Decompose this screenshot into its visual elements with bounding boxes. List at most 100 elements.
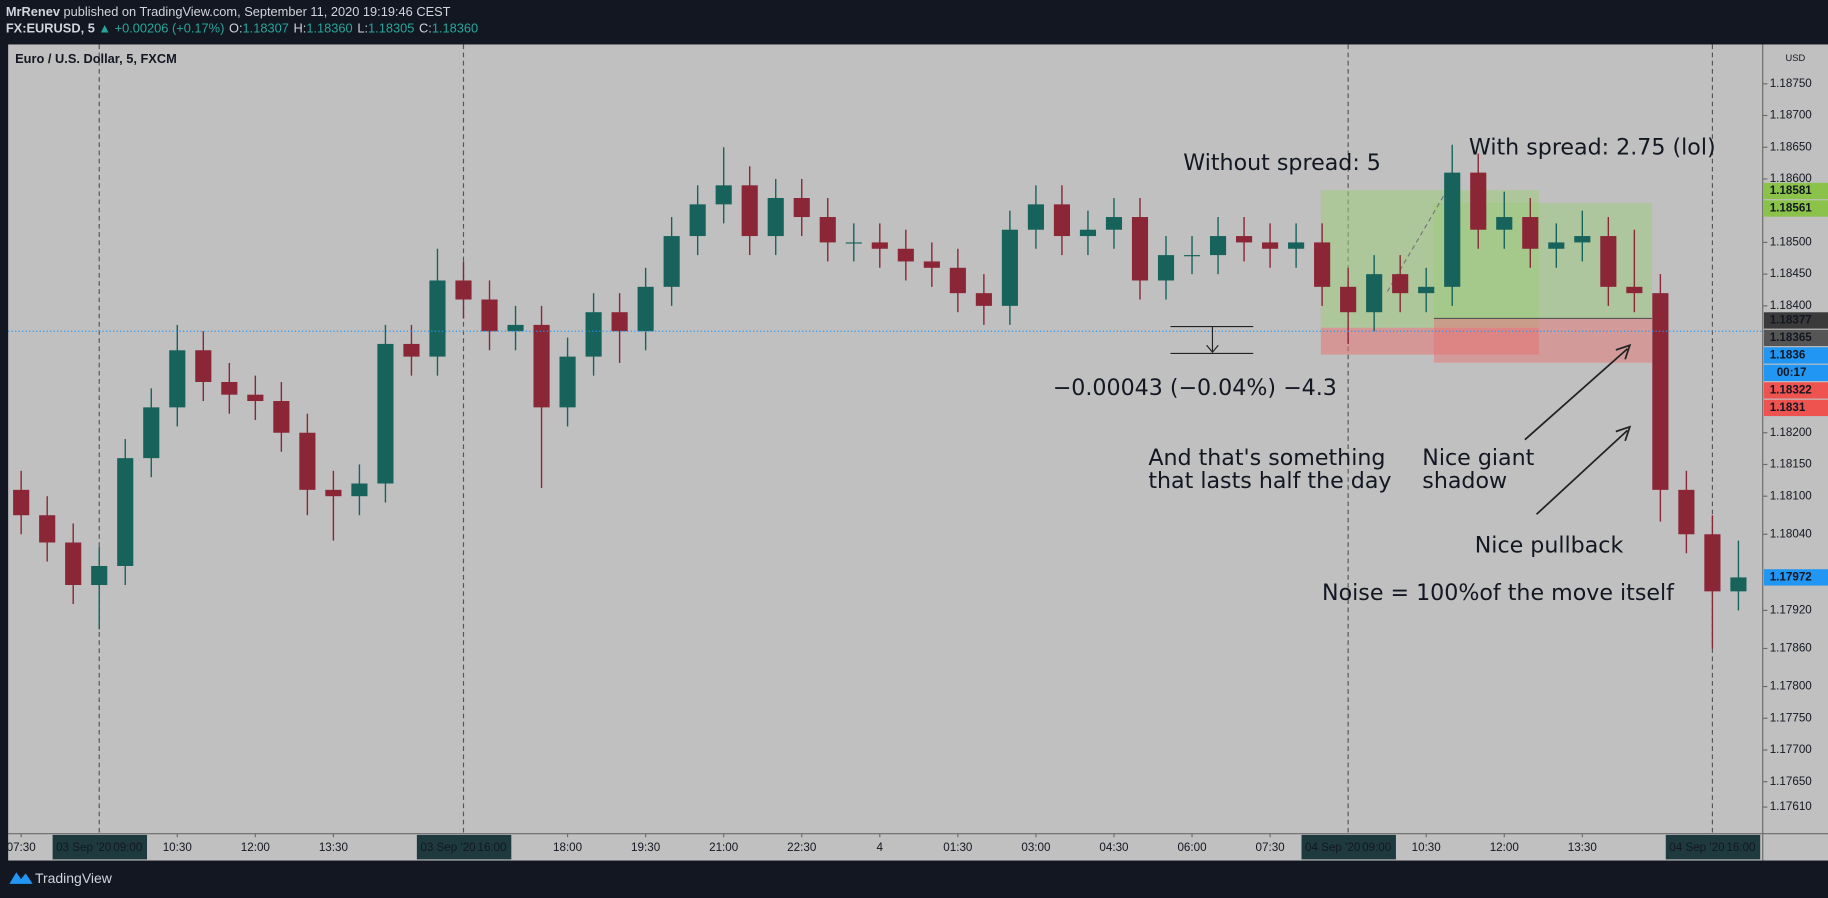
candle-body: [975, 293, 992, 306]
candle-body: [559, 356, 576, 408]
session-tick-date: 04 Sep '20: [1305, 841, 1361, 854]
x-tick-label: 10:30: [163, 841, 193, 854]
x-tick-label: 07:30: [1256, 841, 1286, 854]
session-tick-time: 09:00: [113, 841, 143, 854]
candle-body: [1236, 236, 1253, 243]
candle-body: [897, 248, 914, 262]
candle-body: [793, 197, 810, 218]
price-label: 1.18377: [1770, 314, 1812, 327]
candle-body: [1574, 236, 1591, 243]
candle-body: [169, 350, 186, 408]
candle-body: [819, 217, 836, 243]
candle-body: [637, 286, 654, 332]
candle-body: [1105, 217, 1123, 230]
price-label: 1.1836: [1770, 349, 1806, 362]
annotation: With spread: 2.75 (lol): [1469, 135, 1716, 161]
y-tick-label: 1.18500: [1770, 235, 1813, 248]
candle-body: [923, 261, 940, 268]
candle-body: [1366, 274, 1383, 313]
candle-body: [1262, 242, 1279, 249]
x-tick-label: 19:30: [631, 841, 661, 854]
y-tick-label: 1.18400: [1770, 299, 1813, 312]
price-label-box: [1763, 382, 1828, 399]
candle-body: [1027, 204, 1044, 230]
candle-body: [1157, 255, 1175, 281]
annotation: Noise = 100%of the move itself: [1322, 580, 1675, 606]
change: ▲ +0.00206 (+0.17%): [98, 21, 224, 36]
chart-title: Euro / U.S. Dollar, 5, FXCM: [15, 51, 177, 66]
x-tick-label: 01:30: [943, 841, 973, 854]
ohlc-value: 1.18360: [306, 21, 352, 36]
candle-body: [143, 407, 160, 459]
price-label-box: [1763, 312, 1828, 329]
annotation: that lasts half the day: [1148, 468, 1391, 494]
x-tick-label: 22:30: [787, 841, 817, 854]
author: MrRenev: [6, 4, 61, 19]
candle-body: [663, 236, 680, 287]
candle-body: [507, 324, 524, 332]
header-line: MrRenev published on TradingView.com, Se…: [6, 4, 451, 19]
x-tick-label: 21:00: [709, 841, 739, 854]
price-label: 1.18365: [1770, 331, 1813, 344]
price-label-box: [1763, 329, 1828, 347]
brand: TradingView: [35, 870, 113, 886]
candle-body: [1626, 286, 1643, 294]
session-tick-box: [52, 834, 148, 860]
y-tick-label: 1.18650: [1770, 140, 1813, 153]
candle-body: [1209, 236, 1227, 256]
candle-body: [611, 312, 628, 332]
candle-body: [1288, 242, 1305, 249]
x-tick-label: 07:30: [7, 841, 37, 854]
candle-body: [39, 515, 56, 543]
x-tick-label: 03:00: [1021, 841, 1051, 854]
ohlc-key: L:: [357, 21, 368, 36]
candle-body: [13, 489, 30, 516]
candle-body: [351, 483, 368, 497]
countdown-box: [1763, 364, 1828, 382]
session-tick-time: 16:00: [1726, 841, 1756, 854]
price-label: 1.18561: [1770, 202, 1813, 215]
arrowhead: [1615, 343, 1632, 360]
session-tick-date: 03 Sep '20: [56, 841, 112, 854]
ohlc-value: 1.18307: [243, 21, 289, 36]
price-label: 1.17972: [1770, 570, 1813, 583]
annotation: Nice giant: [1422, 445, 1534, 471]
loss-zone: [1433, 318, 1652, 363]
candle-body: [1183, 255, 1201, 257]
x-tick-label: 04:30: [1099, 841, 1129, 854]
candle-body: [1600, 236, 1617, 287]
annotation: And that's something: [1148, 445, 1385, 471]
session-lines: [98, 44, 1713, 834]
x-tick-label: 12:00: [241, 841, 271, 854]
candle-body: [741, 185, 758, 237]
axes: 1.18750 1.18700 1.18650 1.18600 1.18500 1.184…: [7, 77, 1828, 860]
candle-body: [91, 565, 108, 586]
y-tick-label: 1.18100: [1770, 489, 1813, 502]
y-tick-label: 1.18040: [1770, 527, 1813, 540]
symbol: FX:EURUSD, 5: [6, 21, 95, 36]
session-tick-time: 09:00: [1362, 841, 1392, 854]
x-tick-label: 10:30: [1412, 841, 1442, 854]
x-tick-label: 18:00: [553, 841, 583, 854]
price-label: 1.18581: [1770, 184, 1813, 197]
y-tick-label: 1.17920: [1770, 603, 1813, 616]
session-tick-box: [1665, 834, 1761, 860]
logo: [9, 872, 33, 884]
price-label-box: [1763, 399, 1828, 417]
y-tick-label: 1.17650: [1770, 775, 1813, 788]
y-tick-label: 1.17700: [1770, 743, 1813, 756]
candle-body: [455, 280, 472, 300]
candle-body: [1418, 286, 1435, 294]
x-tick-label: 13:30: [1568, 841, 1598, 854]
candle-body: [481, 299, 498, 332]
price-label: 1.18322: [1770, 383, 1813, 396]
candle-body: [299, 432, 316, 490]
annotation: Nice pullback: [1475, 532, 1624, 558]
y-tick-label: 1.18150: [1770, 458, 1813, 471]
y-tick-label: 1.18700: [1770, 109, 1813, 122]
price-label: 1.1831: [1770, 401, 1806, 414]
countdown: 00:17: [1777, 366, 1807, 379]
x-tick-label: 06:00: [1177, 841, 1207, 854]
arrow: [1524, 348, 1629, 441]
